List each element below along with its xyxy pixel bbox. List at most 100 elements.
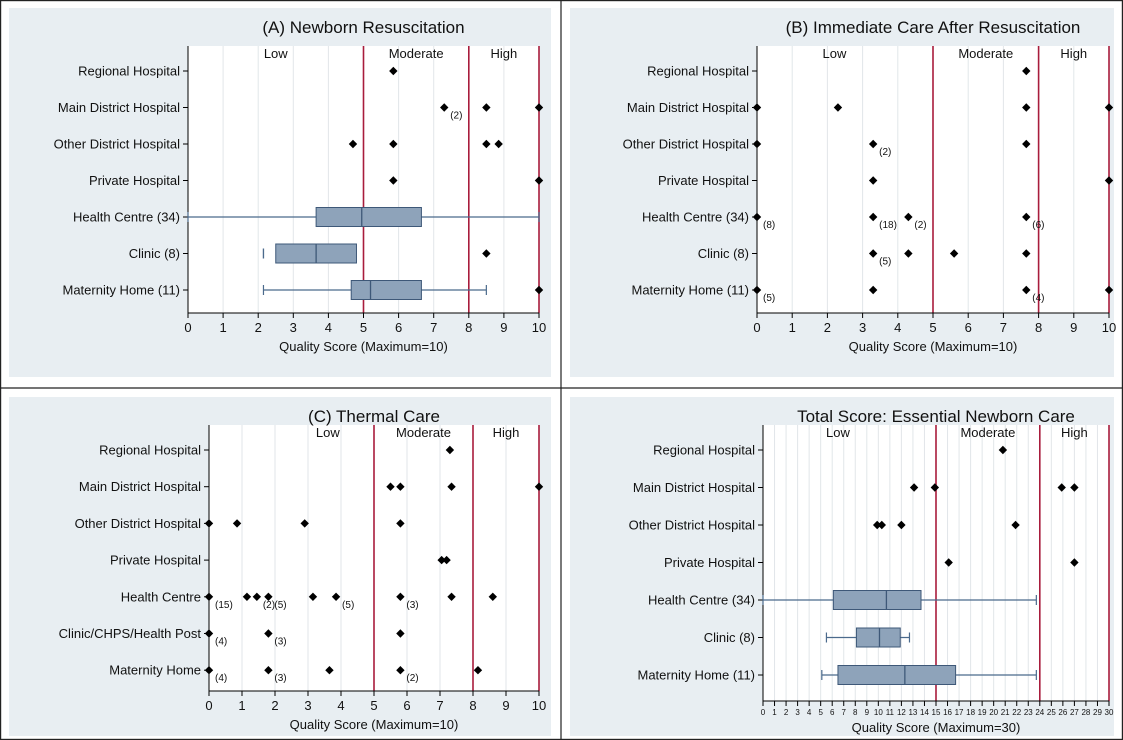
data-point	[264, 666, 273, 675]
zone-label: Moderate	[960, 425, 1015, 440]
x-tick-label: 1	[789, 320, 796, 335]
data-point	[868, 249, 878, 258]
category-label: Other District Hospital	[54, 137, 181, 152]
data-point	[877, 520, 886, 530]
x-tick-label: 14	[920, 708, 929, 717]
data-point	[1104, 103, 1114, 112]
x-tick-label: 8	[853, 708, 858, 717]
x-tick-label: 18	[966, 708, 975, 717]
data-point	[534, 285, 544, 295]
chart-panel-1: (B) Immediate Care After Resuscitation Lo…	[570, 8, 1116, 377]
x-tick-label: 8	[1035, 320, 1042, 335]
data-point	[752, 212, 762, 222]
x-tick-label: 9	[1070, 320, 1077, 335]
data-point	[904, 212, 913, 222]
point-count-label: (3)	[274, 673, 286, 684]
data-point	[833, 103, 843, 112]
data-point	[1057, 483, 1066, 492]
x-tick-label: 3	[304, 698, 311, 713]
data-point	[204, 666, 214, 675]
category-label: Health Centre	[121, 589, 201, 604]
data-point	[396, 519, 405, 528]
category-label: Private Hospital	[658, 173, 749, 188]
data-point	[482, 103, 491, 112]
data-point	[386, 482, 395, 491]
x-tick-label: 0	[753, 320, 760, 335]
point-count-label: (2)	[914, 220, 926, 231]
x-axis-label: Quality Score (Maximum=30)	[852, 720, 1021, 735]
point-count-label: (3)	[274, 637, 286, 648]
data-point	[482, 139, 491, 149]
data-point	[473, 666, 483, 675]
x-tick-label: 6	[395, 320, 402, 335]
x-tick-label: 6	[403, 698, 410, 713]
category-label: Clinic (8)	[704, 630, 755, 645]
x-tick-label: 9	[865, 708, 870, 717]
chart-panel-0: (A) Newborn Resuscitation Low Moderate High…	[9, 8, 551, 377]
zone-label: Low	[823, 46, 847, 61]
data-point	[488, 592, 497, 601]
data-point	[1022, 139, 1031, 149]
data-point	[389, 176, 398, 185]
x-tick-label: 2	[271, 698, 278, 713]
data-point	[204, 629, 214, 638]
category-label: Regional Hospital	[653, 443, 755, 458]
zone-label: Moderate	[958, 46, 1013, 61]
category-label: Private Hospital	[664, 555, 755, 570]
box-iqr	[350, 280, 422, 300]
data-point	[752, 139, 762, 149]
box-iqr	[855, 627, 901, 648]
point-count-label: (4)	[215, 637, 227, 648]
category-label: Maternity Home (11)	[62, 283, 180, 298]
category-label: Clinic/CHPS/Health Post	[59, 626, 202, 641]
x-tick-label: 3	[859, 320, 866, 335]
data-point	[396, 592, 405, 601]
x-tick-label: 9	[502, 698, 509, 713]
data-point	[868, 139, 878, 149]
x-tick-label: 30	[1105, 708, 1114, 717]
data-point	[442, 555, 451, 565]
data-point	[534, 176, 544, 185]
data-point	[1011, 520, 1020, 530]
data-point	[998, 445, 1008, 455]
data-point	[930, 483, 940, 492]
data-point	[909, 483, 919, 492]
data-point	[242, 592, 252, 601]
x-tick-label: 19	[978, 708, 987, 717]
point-count-label: (2)	[450, 111, 462, 122]
x-tick-label: 23	[1024, 708, 1033, 717]
box-iqr	[832, 590, 922, 610]
data-point	[445, 445, 455, 455]
x-tick-label: 6	[830, 708, 835, 717]
category-label: Clinic (8)	[698, 246, 749, 261]
x-tick-label: 7	[842, 708, 847, 717]
x-tick-label: 2	[255, 320, 262, 335]
category-label: Main District Hospital	[58, 100, 180, 115]
x-tick-label: 4	[807, 708, 812, 717]
x-tick-label: 7	[436, 698, 443, 713]
data-point	[752, 285, 762, 295]
data-point	[1070, 558, 1079, 567]
x-tick-label: 3	[795, 708, 800, 717]
point-count-label: (2)	[879, 147, 891, 158]
zone-label: Low	[826, 425, 850, 440]
x-tick-label: 15	[932, 708, 941, 717]
data-point	[752, 103, 762, 112]
x-tick-label: 5	[929, 320, 936, 335]
point-count-label: (5)	[274, 600, 286, 611]
point-count-label: (5)	[879, 257, 891, 268]
data-point	[1104, 176, 1114, 185]
chart-title: (A) Newborn Resuscitation	[262, 18, 464, 37]
data-point	[447, 482, 456, 491]
x-tick-label: 7	[1000, 320, 1007, 335]
data-point	[1022, 249, 1031, 258]
data-point	[308, 592, 318, 601]
point-count-label: (5)	[342, 600, 354, 611]
data-point	[437, 555, 446, 565]
x-tick-label: 26	[1058, 708, 1067, 717]
category-label: Private Hospital	[110, 553, 201, 568]
x-tick-label: 10	[1102, 320, 1116, 335]
